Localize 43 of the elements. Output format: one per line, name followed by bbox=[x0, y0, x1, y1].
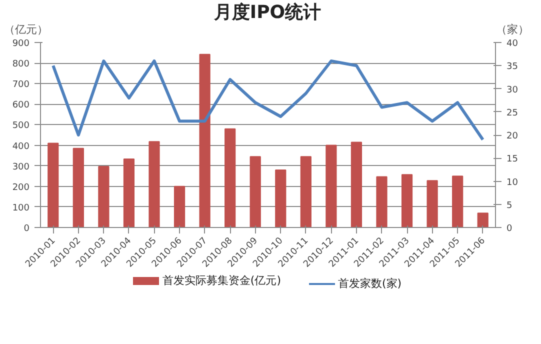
y2-tick-label: 25 bbox=[506, 108, 518, 118]
bar bbox=[123, 158, 135, 228]
bar bbox=[250, 156, 261, 228]
bar bbox=[452, 176, 464, 228]
y-axis-title: （亿元） bbox=[4, 22, 48, 38]
legend-label: 首发家数(家) bbox=[337, 276, 402, 292]
bar bbox=[477, 212, 488, 228]
bar bbox=[224, 128, 236, 228]
bar bbox=[148, 141, 160, 228]
bar bbox=[376, 176, 388, 228]
bar bbox=[199, 54, 210, 228]
chart-title: 月度IPO统计 bbox=[214, 2, 322, 23]
y-tick-label: 500 bbox=[12, 121, 30, 132]
bar bbox=[48, 142, 59, 228]
legend-label: 首发实际募集资金(亿元) bbox=[161, 273, 281, 289]
bar bbox=[98, 166, 110, 228]
bar bbox=[401, 174, 413, 228]
y2-axis-title: （家） bbox=[496, 22, 529, 38]
y2-tick-label: 30 bbox=[506, 85, 518, 96]
y-tick-label: 200 bbox=[12, 182, 30, 193]
y2-tick-label: 20 bbox=[506, 132, 518, 142]
y2-tick-label: 5 bbox=[506, 200, 512, 211]
bar bbox=[275, 169, 286, 228]
bar bbox=[426, 180, 438, 228]
y-tick-label: 900 bbox=[12, 39, 30, 49]
y-tick-label: 600 bbox=[12, 100, 30, 111]
line-series bbox=[52, 60, 484, 142]
y-tick-label: 800 bbox=[12, 60, 30, 70]
bar bbox=[326, 144, 337, 228]
y2-tick-label: 35 bbox=[506, 62, 518, 72]
bar bbox=[300, 156, 312, 228]
y-tick-label: 700 bbox=[12, 80, 30, 90]
bar bbox=[350, 142, 362, 228]
y2-tick-label: 0 bbox=[506, 224, 512, 234]
y2-tick-label: 15 bbox=[506, 154, 518, 165]
y-tick-label: 300 bbox=[12, 162, 30, 172]
bar bbox=[174, 186, 186, 228]
bar bbox=[72, 148, 84, 228]
y-tick-label: 400 bbox=[12, 142, 30, 152]
y-tick-label: 0 bbox=[24, 224, 30, 234]
y-tick-label: 100 bbox=[12, 203, 30, 214]
y2-tick-label: 10 bbox=[506, 178, 518, 188]
y2-tick-label: 40 bbox=[506, 39, 518, 49]
